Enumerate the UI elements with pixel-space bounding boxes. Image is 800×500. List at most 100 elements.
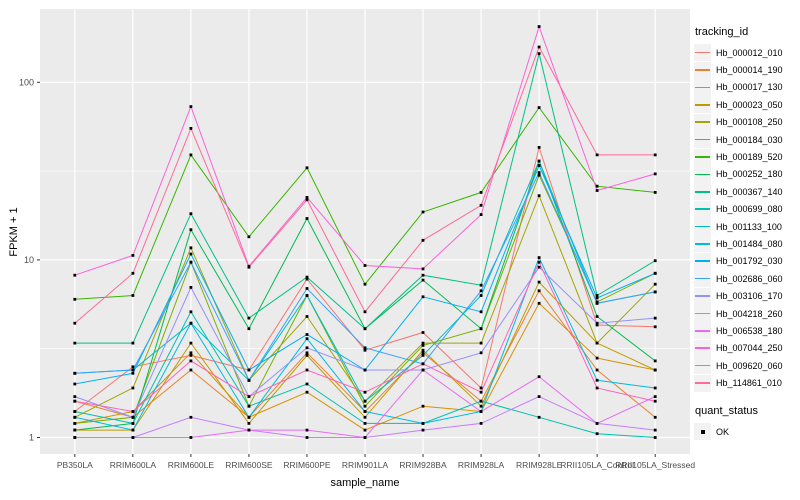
legend-key-swatch (694, 200, 711, 218)
data-point (537, 289, 541, 293)
data-point (421, 344, 425, 347)
data-point (479, 203, 483, 207)
data-point (73, 321, 77, 325)
legend-item-label: Hb_000017_130 (716, 82, 783, 93)
data-point (421, 351, 425, 355)
legend-item-Hb_000014_190: Hb_000014_190 (694, 61, 800, 79)
data-point (479, 191, 483, 194)
data-point (247, 404, 251, 408)
legend-line-icon (695, 121, 710, 123)
data-point (189, 368, 193, 372)
legend-item-label: Hb_001133_100 (716, 221, 782, 232)
data-point (653, 436, 657, 439)
data-point (479, 351, 483, 355)
data-point (479, 390, 483, 394)
data-point (595, 368, 599, 372)
data-point (421, 331, 425, 334)
quant-status-legend: quant_status OK (694, 405, 800, 440)
data-point (363, 422, 367, 425)
legend-line-icon (695, 277, 710, 280)
legend-key-swatch (694, 61, 711, 79)
legend-item-label: Hb_009620_060 (716, 360, 783, 371)
legend-item-Hb_000699_080: Hb_000699_080 (694, 200, 800, 218)
data-point (421, 210, 425, 214)
data-point (595, 184, 599, 188)
legend-item-Hb_001484_080: Hb_001484_080 (694, 235, 800, 253)
data-point (131, 365, 135, 369)
legend-item-Hb_000023_050: Hb_000023_050 (694, 96, 800, 114)
legend-line-icon (695, 190, 710, 193)
data-point (363, 348, 367, 352)
data-point (537, 173, 541, 177)
data-point (537, 375, 541, 379)
x-tick-label: RRIM600PE (283, 460, 331, 470)
legend-item-label: Hb_000184_030 (716, 134, 783, 145)
data-point (595, 321, 599, 325)
data-point (537, 301, 541, 305)
legend-line-icon (695, 364, 710, 367)
data-point (537, 415, 541, 419)
data-point (247, 428, 251, 432)
legend-item-label: Hb_114861_010 (716, 378, 782, 389)
data-point (131, 428, 135, 432)
legend-item-ok: OK (694, 423, 800, 440)
x-axis-title: sample_name (330, 477, 400, 489)
data-point (595, 301, 599, 305)
data-point (595, 153, 599, 157)
legend-item-Hb_009620_060: Hb_009620_060 (694, 357, 800, 375)
legend: tracking_id Hb_000012_010 Hb_000014_190 Hb… (694, 26, 800, 440)
data-point (131, 436, 135, 439)
data-point (537, 45, 541, 49)
x-tick-label: RRII105LA_Stressed (615, 460, 695, 470)
data-point (479, 410, 483, 413)
data-point (421, 295, 425, 299)
legend-key-swatch (694, 305, 711, 323)
legend-item-Hb_001792_030: Hb_001792_030 (694, 252, 800, 270)
data-point (305, 198, 309, 202)
data-point (247, 235, 251, 239)
data-point (479, 310, 483, 314)
data-point (131, 386, 135, 390)
data-point (479, 289, 483, 293)
data-point (363, 410, 367, 413)
data-point (421, 273, 425, 277)
legend-key-swatch (694, 131, 711, 149)
legend-line-icon (695, 347, 710, 350)
data-point (73, 415, 77, 419)
data-point (421, 354, 425, 357)
data-point (247, 327, 251, 331)
data-point (363, 327, 367, 331)
data-point (363, 310, 367, 314)
legend-key-swatch (694, 218, 711, 236)
legend-item-label: Hb_000014_190 (716, 65, 783, 76)
data-point (479, 327, 483, 331)
data-point (189, 246, 193, 250)
data-point (363, 264, 367, 267)
data-point (131, 271, 135, 275)
data-point (537, 171, 541, 174)
legend-title-quant-status: quant_status (695, 404, 758, 417)
data-point (479, 294, 483, 297)
data-point (363, 399, 367, 403)
data-point (421, 428, 425, 432)
legend-item-label: Hb_004218_260 (716, 308, 783, 319)
legend-item-label: Hb_000023_050 (716, 99, 783, 110)
legend-item-Hb_003106_170: Hb_003106_170 (694, 287, 800, 305)
legend-item-label: Hb_000108_250 (716, 117, 783, 128)
data-point (189, 105, 193, 108)
data-point (537, 260, 541, 264)
data-point (653, 428, 657, 432)
data-point (305, 196, 309, 199)
data-point (189, 127, 193, 130)
legend-key-swatch (694, 165, 711, 183)
legend-line-icon (695, 208, 710, 210)
data-point (363, 368, 367, 372)
data-point (537, 164, 541, 167)
data-point (421, 362, 425, 366)
legend-item-label: Hb_000012_010 (716, 47, 783, 58)
data-point (73, 428, 77, 432)
data-point (363, 428, 367, 432)
legend-line-icon (695, 103, 710, 106)
data-point (653, 395, 657, 398)
